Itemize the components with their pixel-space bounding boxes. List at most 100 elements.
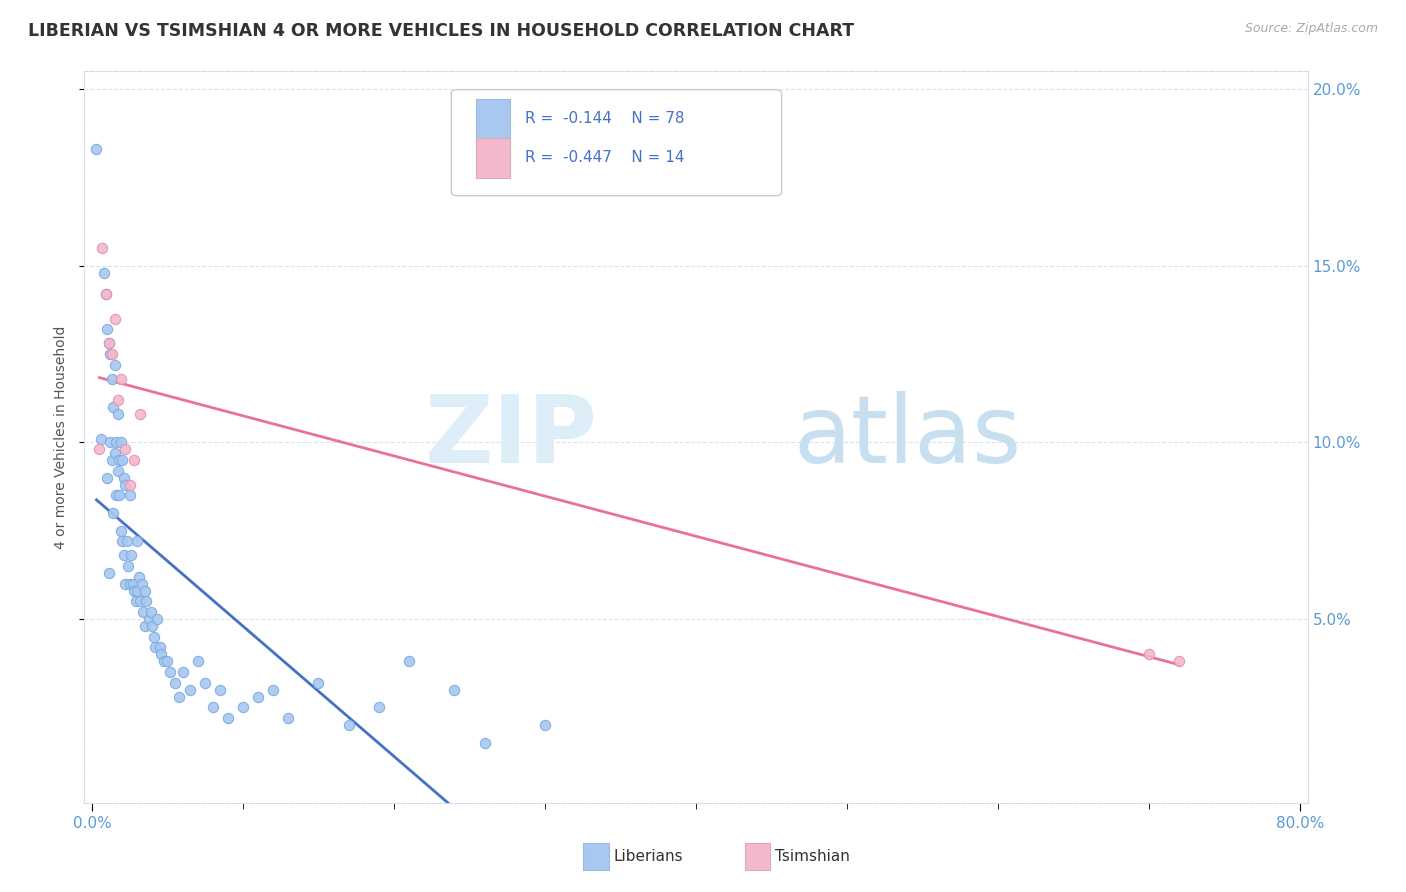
Point xyxy=(101,506,124,520)
Point xyxy=(103,446,125,460)
Point xyxy=(132,605,155,619)
Point xyxy=(111,453,134,467)
Point xyxy=(112,549,135,563)
Point xyxy=(114,442,136,457)
Point xyxy=(139,605,162,619)
Point xyxy=(118,477,141,491)
Point xyxy=(127,534,149,549)
Point xyxy=(143,640,166,655)
FancyBboxPatch shape xyxy=(475,137,510,178)
Point xyxy=(107,392,129,407)
Point xyxy=(96,322,118,336)
Point xyxy=(247,690,270,704)
Point xyxy=(100,453,122,467)
Text: ZIP: ZIP xyxy=(425,391,598,483)
Point xyxy=(134,619,156,633)
Point xyxy=(138,612,160,626)
Point xyxy=(141,619,163,633)
Text: atlas: atlas xyxy=(794,391,1022,483)
Point xyxy=(122,453,145,467)
Point xyxy=(135,594,157,608)
Point xyxy=(115,534,138,549)
Text: Source: ZipAtlas.com: Source: ZipAtlas.com xyxy=(1244,22,1378,36)
Point xyxy=(277,711,299,725)
Point xyxy=(307,675,329,690)
Point xyxy=(118,488,141,502)
Point xyxy=(91,241,114,255)
Point xyxy=(94,287,117,301)
Point xyxy=(112,471,135,485)
Point xyxy=(105,488,128,502)
Point xyxy=(128,569,150,583)
Text: Tsimshian: Tsimshian xyxy=(775,849,849,863)
Point xyxy=(101,400,124,414)
Text: R =  -0.144    N = 78: R = -0.144 N = 78 xyxy=(524,112,685,127)
Point xyxy=(114,576,136,591)
Point xyxy=(111,534,134,549)
Point xyxy=(89,442,111,457)
Point xyxy=(129,594,152,608)
Point xyxy=(97,336,120,351)
Point xyxy=(134,583,156,598)
Point xyxy=(187,655,209,669)
Point xyxy=(103,311,125,326)
Point xyxy=(93,266,115,280)
Point xyxy=(131,576,153,591)
Point xyxy=(110,372,132,386)
Point xyxy=(159,665,181,679)
Text: R =  -0.447    N = 14: R = -0.447 N = 14 xyxy=(524,150,685,165)
Point xyxy=(100,347,122,361)
Point xyxy=(94,287,117,301)
Point xyxy=(97,566,120,581)
Point xyxy=(156,655,179,669)
Point xyxy=(86,142,108,156)
Point xyxy=(367,700,389,714)
Point xyxy=(127,583,149,598)
Point xyxy=(122,583,145,598)
Point xyxy=(108,488,131,502)
Point xyxy=(153,655,176,669)
Point xyxy=(105,435,128,450)
Point xyxy=(98,435,121,450)
Point xyxy=(534,718,557,732)
Point xyxy=(108,453,131,467)
Point xyxy=(149,640,172,655)
Point xyxy=(103,358,125,372)
Point xyxy=(1137,648,1160,662)
Point xyxy=(96,471,118,485)
Point xyxy=(100,372,122,386)
Point xyxy=(114,477,136,491)
Point xyxy=(398,655,420,669)
Point xyxy=(172,665,194,679)
FancyBboxPatch shape xyxy=(451,90,782,195)
Point xyxy=(179,682,201,697)
Text: LIBERIAN VS TSIMSHIAN 4 OR MORE VEHICLES IN HOUSEHOLD CORRELATION CHART: LIBERIAN VS TSIMSHIAN 4 OR MORE VEHICLES… xyxy=(28,22,855,40)
Point xyxy=(146,612,169,626)
Y-axis label: 4 or more Vehicles in Household: 4 or more Vehicles in Household xyxy=(55,326,69,549)
Point xyxy=(98,347,121,361)
Point xyxy=(209,682,232,697)
Point xyxy=(262,682,284,697)
FancyBboxPatch shape xyxy=(475,99,510,139)
Point xyxy=(217,711,239,725)
Point xyxy=(150,648,173,662)
Point xyxy=(1168,655,1191,669)
Point xyxy=(232,700,254,714)
Point xyxy=(443,682,465,697)
Point xyxy=(90,432,112,446)
Point xyxy=(120,549,142,563)
Point xyxy=(110,435,132,450)
Point xyxy=(169,690,191,704)
Point xyxy=(194,675,217,690)
Point xyxy=(142,630,165,644)
Point xyxy=(107,464,129,478)
Point xyxy=(97,336,120,351)
Point xyxy=(129,407,152,421)
Point xyxy=(107,407,129,421)
Point xyxy=(110,524,132,538)
Point xyxy=(117,559,139,574)
Point xyxy=(337,718,360,732)
Point xyxy=(121,576,143,591)
Point xyxy=(125,594,148,608)
Point xyxy=(118,576,141,591)
